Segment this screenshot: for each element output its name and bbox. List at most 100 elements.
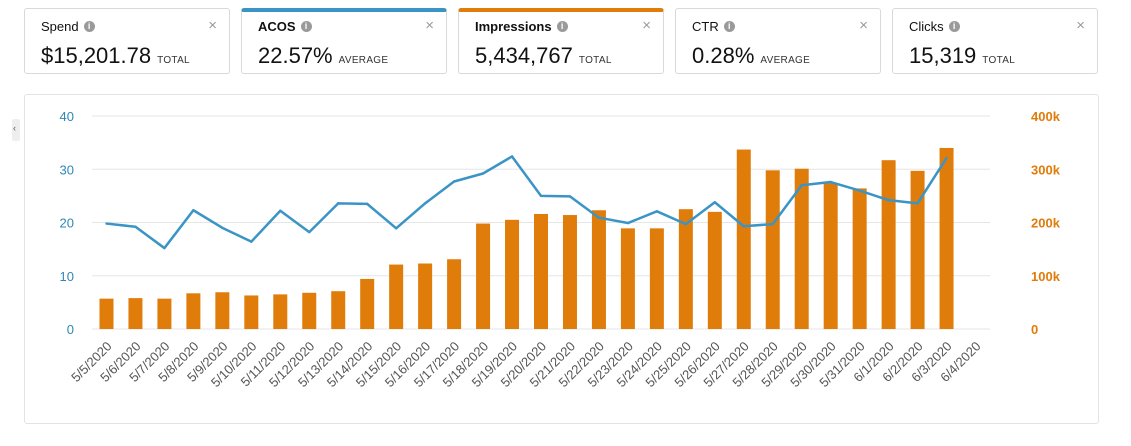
acos-point <box>221 226 224 230</box>
metric-value: 15,319 <box>909 43 977 68</box>
left-axis: 0 10 20 30 40 <box>60 109 74 337</box>
acos-point <box>945 156 948 160</box>
acos-point <box>163 246 166 250</box>
impressions-bar <box>939 147 954 329</box>
impressions-bar <box>157 298 172 329</box>
impressions-bar <box>707 211 722 329</box>
close-icon[interactable]: × <box>208 17 217 34</box>
acos-point <box>800 184 803 187</box>
metric-value-row: 5,434,767 TOTAL <box>475 43 612 69</box>
right-axis-tick-label: 300k <box>1031 162 1061 177</box>
metric-card-header: ACOS i <box>258 19 312 34</box>
left-axis-tick-label: 40 <box>60 109 74 124</box>
x-axis: 5/5/20205/6/20205/7/20205/8/20205/9/2020… <box>68 339 983 391</box>
metric-card-header: Clicks i <box>909 19 960 34</box>
close-icon[interactable]: × <box>425 17 434 34</box>
acos-point <box>308 230 311 234</box>
info-icon[interactable]: i <box>556 21 568 32</box>
info-icon[interactable]: i <box>83 21 95 32</box>
impressions-bar <box>881 160 896 329</box>
left-axis-tick-label: 30 <box>60 162 74 177</box>
right-axis: 0 100k 200k 300k 400k <box>1031 109 1061 337</box>
info-icon[interactable]: i <box>723 21 735 32</box>
impressions-bar <box>447 259 462 329</box>
impressions-bar <box>852 188 867 329</box>
chart-panel <box>24 94 1099 424</box>
close-icon[interactable]: × <box>859 17 868 34</box>
acos-point <box>134 225 137 228</box>
metric-value: $15,201.78 <box>41 43 152 68</box>
impressions-bar <box>910 170 925 329</box>
impressions-bar <box>302 292 317 329</box>
info-icon[interactable]: i <box>948 21 960 32</box>
acos-point <box>481 172 485 175</box>
acos-point <box>365 202 369 206</box>
metric-value-row: 0.28% AVERAGE <box>692 43 810 69</box>
impressions-bar <box>649 228 664 329</box>
metric-card-spend[interactable]: Spend i × $15,201.78 TOTAL <box>24 8 230 74</box>
close-icon[interactable]: × <box>1076 17 1085 34</box>
acos-point <box>771 222 774 226</box>
right-axis-tick-label: 0 <box>1031 322 1038 337</box>
impressions-bar <box>534 213 548 329</box>
metric-value: 0.28% <box>692 43 755 68</box>
acos-point <box>655 210 659 213</box>
left-axis-tick-label: 0 <box>67 322 74 337</box>
metric-value-row: 22.57% AVERAGE <box>258 43 388 69</box>
impressions-bar <box>186 293 201 329</box>
metric-suffix: AVERAGE <box>760 55 811 66</box>
right-axis-tick-label: 100k <box>1031 269 1061 284</box>
metric-card-impressions[interactable]: Impressions i × 5,434,767 TOTAL <box>458 8 664 74</box>
impressions-bars <box>99 147 954 329</box>
impressions-bar <box>765 170 780 329</box>
chevron-left-icon: ‹ <box>13 123 16 133</box>
acos-point <box>597 216 601 219</box>
metric-value: 5,434,767 <box>475 43 573 68</box>
impressions-bar <box>736 149 751 329</box>
impressions-bar <box>794 168 809 329</box>
impressions-bar <box>562 215 577 329</box>
impressions-bar <box>591 210 606 329</box>
acos-point <box>452 180 456 183</box>
acos-line-series <box>105 155 948 250</box>
acos-point <box>887 198 890 202</box>
metric-card-header: Spend i <box>41 19 95 34</box>
close-icon[interactable]: × <box>642 17 651 34</box>
metric-label: ACOS <box>258 19 296 34</box>
impressions-bar <box>505 219 520 329</box>
acos-point <box>916 202 919 205</box>
impressions-bar <box>678 209 693 329</box>
impressions-bar <box>99 298 114 329</box>
metric-card-acos[interactable]: ACOS i × 22.57% AVERAGE <box>241 8 447 74</box>
acos-point <box>279 209 282 212</box>
impressions-bar <box>823 183 838 329</box>
metric-card-ctr[interactable]: CTR i × 0.28% AVERAGE <box>675 8 881 74</box>
impressions-bar <box>360 278 375 329</box>
metric-card-header: CTR i <box>692 19 735 34</box>
impressions-bar <box>128 298 143 329</box>
info-icon[interactable]: i <box>300 21 312 32</box>
metric-suffix: AVERAGE <box>338 55 389 66</box>
acos-point <box>539 194 543 198</box>
metric-card-clicks[interactable]: Clicks i × 15,319 TOTAL <box>892 8 1098 74</box>
acos-point <box>250 240 253 243</box>
acos-point <box>713 201 717 204</box>
metric-suffix: TOTAL <box>157 55 190 66</box>
impressions-bar <box>418 263 433 329</box>
acos-line <box>106 155 948 250</box>
metric-label: Impressions <box>475 19 552 34</box>
collapse-handle[interactable]: ‹ <box>12 119 20 141</box>
impressions-bar <box>273 294 288 329</box>
acos-point <box>192 209 195 212</box>
metric-suffix: TOTAL <box>578 55 612 66</box>
acos-point <box>829 180 832 184</box>
metric-value: 22.57% <box>258 43 333 68</box>
acos-point <box>105 222 108 225</box>
acos-point <box>684 222 688 226</box>
metric-suffix: TOTAL <box>982 55 1016 66</box>
metric-card-header: Impressions i <box>475 19 568 34</box>
metric-label: Clicks <box>909 19 944 34</box>
impressions-bar <box>389 264 404 329</box>
left-axis-tick-label: 20 <box>60 216 74 231</box>
